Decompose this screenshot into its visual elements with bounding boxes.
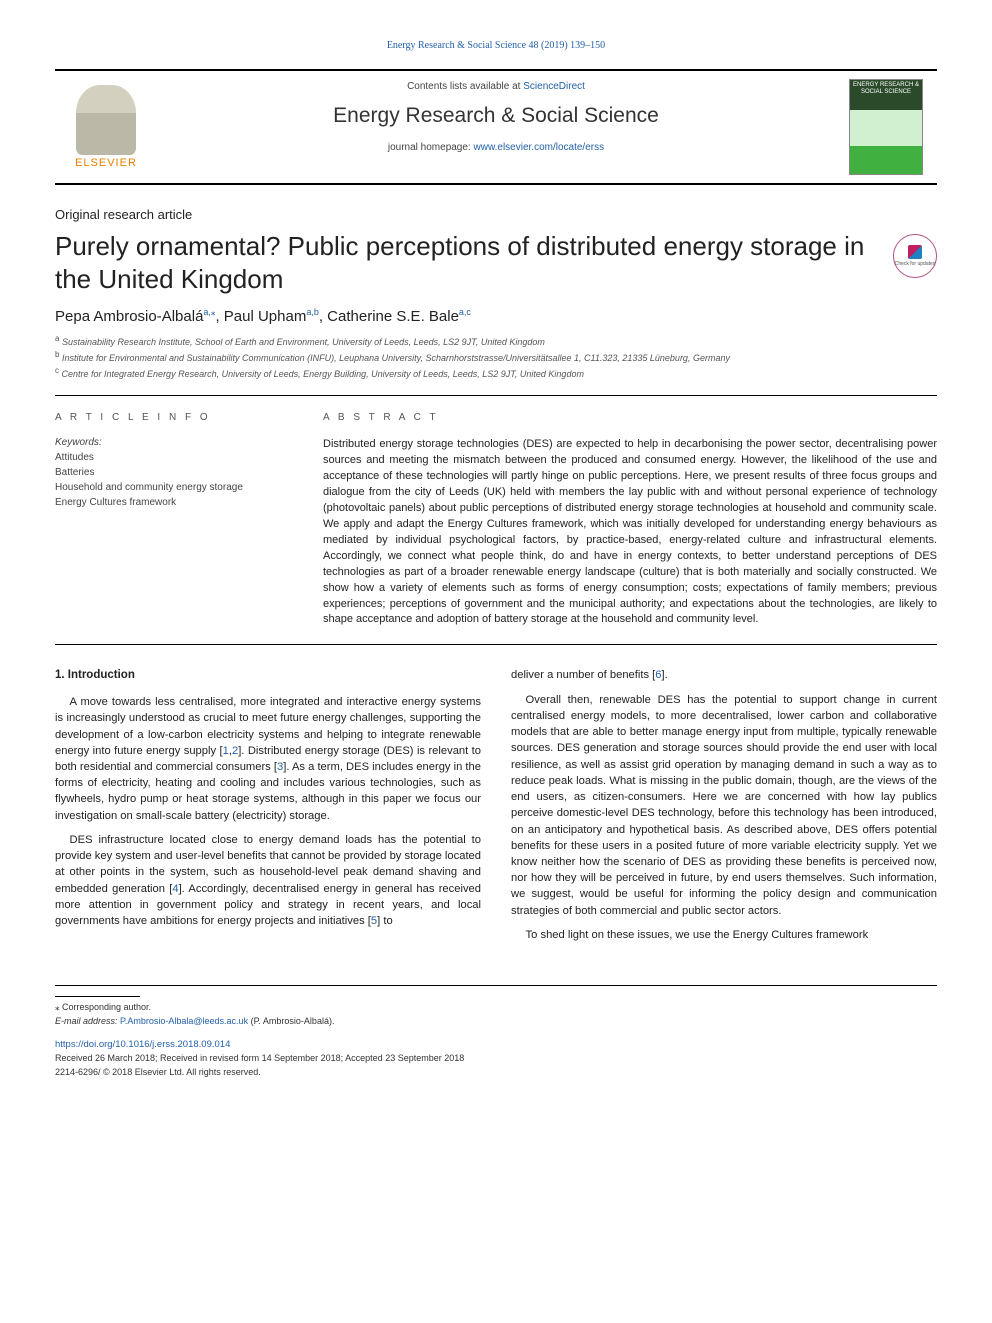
author-3: , Catherine S.E. Bale xyxy=(319,308,459,325)
check-updates-label: Check for updates xyxy=(895,261,936,267)
journal-cover[interactable]: ENERGY RESEARCH & SOCIAL SCIENCE xyxy=(835,71,937,183)
publisher-name: ELSEVIER xyxy=(75,157,137,169)
para: DES infrastructure located close to ener… xyxy=(55,832,481,929)
homepage-prefix: journal homepage: xyxy=(388,142,474,153)
info-abstract-row: A R T I C L E I N F O Keywords: Attitude… xyxy=(55,395,937,645)
author-1: Pepa Ambrosio-Albalá xyxy=(55,308,203,325)
keyword: Attitudes xyxy=(55,450,295,465)
affiliations: a Sustainability Research Institute, Sch… xyxy=(55,333,937,381)
check-updates-badge[interactable]: Check for updates xyxy=(893,234,937,278)
body-col-right: deliver a number of benefits [6]. Overal… xyxy=(511,667,937,951)
author-1-sup: a,⁎ xyxy=(203,307,215,317)
keywords-list: Attitudes Batteries Household and commun… xyxy=(55,450,295,510)
para: To shed light on these issues, we use th… xyxy=(511,927,937,943)
header-center: Contents lists available at ScienceDirec… xyxy=(157,71,835,183)
article-title: Purely ornamental? Public perceptions of… xyxy=(55,230,879,295)
keyword: Energy Cultures framework xyxy=(55,495,295,510)
footer: ⁎ Corresponding author. E-mail address: … xyxy=(55,985,937,1079)
para: Overall then, renewable DES has the pote… xyxy=(511,692,937,919)
body-col-left: 1. Introduction A move towards less cent… xyxy=(55,667,481,951)
keyword: Batteries xyxy=(55,465,295,480)
crossmark-icon xyxy=(908,245,922,259)
t: deliver a number of benefits [ xyxy=(511,669,655,681)
sciencedirect-link[interactable]: ScienceDirect xyxy=(523,81,585,92)
section-1-head: 1. Introduction xyxy=(55,667,481,684)
author-2: , Paul Upham xyxy=(215,308,306,325)
keywords-label: Keywords: xyxy=(55,437,295,448)
author-3-sup: a,c xyxy=(459,307,471,317)
elsevier-tree-icon xyxy=(76,85,136,155)
contents-prefix: Contents lists available at xyxy=(407,81,523,92)
article-type: Original research article xyxy=(55,207,937,222)
para: A move towards less centralised, more in… xyxy=(55,694,481,824)
aff-c: Centre for Integrated Energy Research, U… xyxy=(59,369,584,379)
homepage-link[interactable]: www.elsevier.com/locate/erss xyxy=(474,142,605,153)
author-2-sup: a,b xyxy=(306,307,319,317)
aff-b: Institute for Environmental and Sustaina… xyxy=(59,353,730,363)
abstract-text: Distributed energy storage technologies … xyxy=(323,437,937,628)
t: ] to xyxy=(377,915,393,927)
abstract-head: A B S T R A C T xyxy=(323,412,937,423)
homepage-line: journal homepage: www.elsevier.com/locat… xyxy=(167,142,825,153)
t: ]. xyxy=(662,669,668,681)
email-line: E-mail address: P.Ambrosio-Albala@leeds.… xyxy=(55,1015,937,1029)
cover-thumbnail: ENERGY RESEARCH & SOCIAL SCIENCE xyxy=(849,79,923,175)
cover-title: ENERGY RESEARCH & SOCIAL SCIENCE xyxy=(850,82,922,95)
publisher-logo[interactable]: ELSEVIER xyxy=(55,71,157,183)
aff-a: Sustainability Research Institute, Schoo… xyxy=(59,337,544,347)
email-link[interactable]: P.Ambrosio-Albala@leeds.ac.uk xyxy=(120,1016,248,1026)
para: deliver a number of benefits [6]. xyxy=(511,667,937,683)
authors: Pepa Ambrosio-Albaláa,⁎, Paul Uphama,b, … xyxy=(55,307,937,325)
keyword: Household and community energy storage xyxy=(55,480,295,495)
journal-header: ELSEVIER Contents lists available at Sci… xyxy=(55,69,937,185)
corresponding-author: ⁎ Corresponding author. xyxy=(55,1001,937,1015)
body-columns: 1. Introduction A move towards less cent… xyxy=(55,667,937,951)
footer-divider xyxy=(55,996,140,997)
received-line: Received 26 March 2018; Received in revi… xyxy=(55,1052,937,1066)
contents-available: Contents lists available at ScienceDirec… xyxy=(167,81,825,92)
doi-link[interactable]: https://doi.org/10.1016/j.erss.2018.09.0… xyxy=(55,1039,230,1050)
email-name: (P. Ambrosio-Albalá). xyxy=(248,1016,334,1026)
journal-name: Energy Research & Social Science xyxy=(167,104,825,128)
journal-reference[interactable]: Energy Research & Social Science 48 (201… xyxy=(55,40,937,51)
abstract: A B S T R A C T Distributed energy stora… xyxy=(323,412,937,628)
email-label: E-mail address: xyxy=(55,1016,120,1026)
article-info: A R T I C L E I N F O Keywords: Attitude… xyxy=(55,412,323,628)
copyright-line: 2214-6296/ © 2018 Elsevier Ltd. All righ… xyxy=(55,1066,937,1080)
info-head: A R T I C L E I N F O xyxy=(55,412,295,423)
